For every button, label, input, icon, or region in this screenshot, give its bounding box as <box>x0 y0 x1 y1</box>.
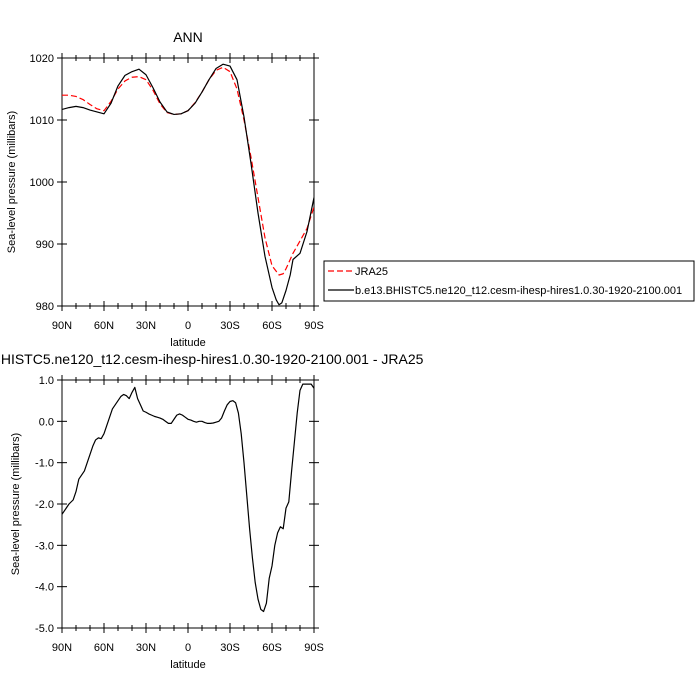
slp-panel: ANN 90N 60N 30N 0 30S 60S 90S 980 990 1000 1010 1020… <box>6 29 695 349</box>
x-tick-label: 60N <box>94 642 114 654</box>
x-tick-label: 30N <box>136 642 156 654</box>
x-axis-label: latitude <box>170 659 205 671</box>
plot-frame <box>61 379 315 629</box>
y-tick-label: 990 <box>36 239 54 251</box>
x-tick-label: 90S <box>304 642 324 654</box>
legend: JRA25 b.e13.BHISTC5.ne120_t12.cesm-ihesp-… <box>323 260 695 302</box>
x-tick-label: 30S <box>220 642 240 654</box>
x-tick-label: 30N <box>136 320 156 332</box>
y-tick-label: 1020 <box>30 53 54 65</box>
legend-box <box>323 260 695 302</box>
plot-frame <box>61 57 315 307</box>
legend-label: JRA25 <box>355 266 388 278</box>
y-axis-label: Sea-level pressure (millibars) <box>6 111 18 253</box>
x-tick-label: 30S <box>220 320 240 332</box>
x-tick-label: 0 <box>185 642 191 654</box>
series-line-difference <box>62 383 314 613</box>
y-tick-label: 1000 <box>30 177 54 189</box>
y-tick-label: 0.0 <box>39 416 54 428</box>
y-tick-label: -3.0 <box>35 540 54 552</box>
y-tick-label: -4.0 <box>35 582 54 594</box>
x-tick-label: 90N <box>52 642 72 654</box>
y-tick-label: 980 <box>36 301 54 313</box>
x-axis-label: latitude <box>170 337 205 349</box>
legend-label: b.e13.BHISTC5.ne120_t12.cesm-ihesp-hires… <box>355 285 682 297</box>
y-tick-label: 1.0 <box>39 375 54 387</box>
series-line-model <box>62 63 314 306</box>
y-tick-label: -5.0 <box>35 623 54 635</box>
chart-title: b.e13.BHISTC5.ne120_t12.cesm-ihesp-hires… <box>0 351 424 367</box>
slp-difference-panel: b.e13.BHISTC5.ne120_t12.cesm-ihesp-hires… <box>0 351 424 671</box>
chart-title: ANN <box>173 29 203 45</box>
x-tick-label: 90S <box>304 320 324 332</box>
y-tick-label: 1010 <box>30 115 54 127</box>
series-line-jra25 <box>62 66 314 276</box>
x-tick-label: 0 <box>185 320 191 332</box>
x-tick-label: 60S <box>262 320 282 332</box>
y-axis-label: Sea-level pressure (millibars) <box>10 433 22 575</box>
x-tick-label: 60N <box>94 320 114 332</box>
y-tick-label: -2.0 <box>35 499 54 511</box>
x-tick-label: 90N <box>52 320 72 332</box>
x-tick-label: 60S <box>262 642 282 654</box>
y-tick-label: -1.0 <box>35 458 54 470</box>
